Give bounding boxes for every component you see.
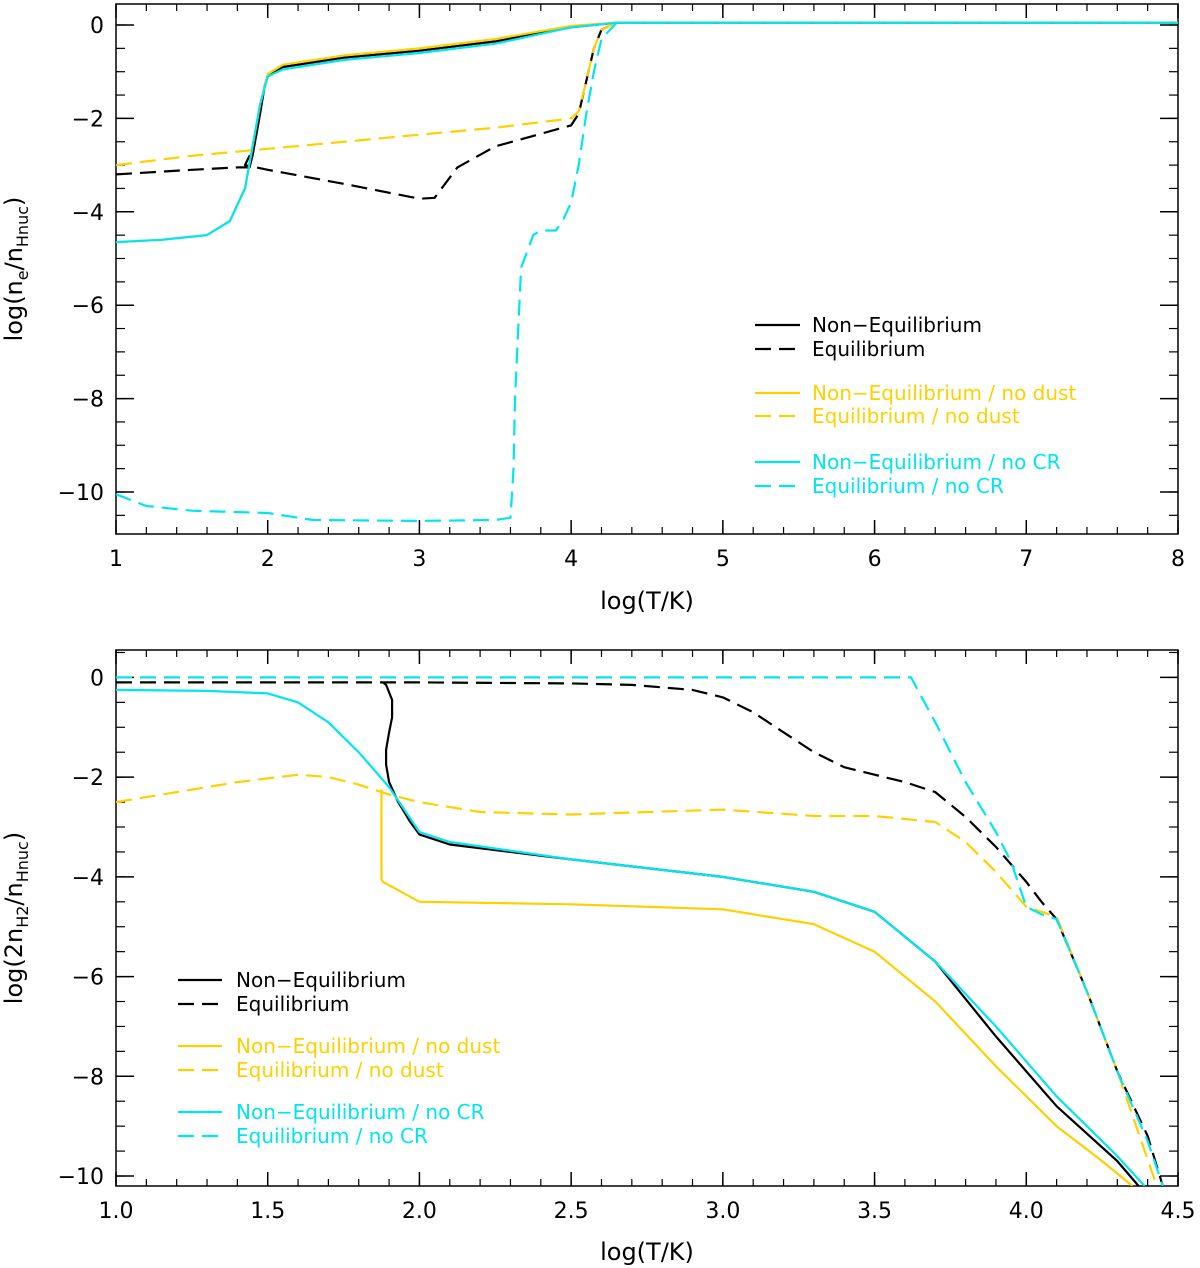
series-line-non-equilibrium-no-dust bbox=[380, 789, 1134, 1186]
x-tick-label: 4 bbox=[564, 547, 578, 572]
x-tick-label: 5 bbox=[716, 547, 730, 572]
x-tick-label: 1.0 bbox=[99, 1199, 134, 1224]
x-tick-label: 4.0 bbox=[1009, 1199, 1044, 1224]
x-tick-label: 1.5 bbox=[250, 1199, 285, 1224]
legend-label: Non−Equilibrium / no dust bbox=[236, 1034, 500, 1058]
x-tick-label: 6 bbox=[868, 547, 882, 572]
y-tick-label: 0 bbox=[90, 666, 104, 691]
legend-label: Non−Equilibrium / no CR bbox=[236, 1100, 485, 1124]
series-line-non-equilibrium bbox=[382, 681, 1140, 1186]
x-tick-label: 8 bbox=[1171, 547, 1185, 572]
legend-label: Equilibrium / no dust bbox=[812, 404, 1020, 428]
y-axis-title: log(ne/nHnuc) bbox=[0, 197, 32, 342]
legend-label: Equilibrium bbox=[812, 337, 925, 361]
legend-label: Equilibrium / no CR bbox=[812, 474, 1004, 498]
series-line-non-equilibrium-no-cr bbox=[116, 21, 1178, 244]
x-tick-label: 3.5 bbox=[857, 1199, 892, 1224]
legend-label: Non−Equilibrium / no dust bbox=[812, 381, 1076, 405]
legend-label: Equilibrium bbox=[236, 992, 349, 1016]
y-tick-label: −6 bbox=[72, 294, 104, 319]
x-tick-label: 2 bbox=[261, 547, 275, 572]
x-tick-label: 3 bbox=[412, 547, 426, 572]
legend-label: Non−Equilibrium bbox=[812, 313, 982, 337]
series-line-non-equilibrium bbox=[248, 21, 1178, 168]
y-tick-label: −10 bbox=[58, 481, 104, 506]
legend-label: Non−Equilibrium / no CR bbox=[812, 450, 1061, 474]
series-line-non-equilibrium-no-cr bbox=[116, 688, 1146, 1186]
y-tick-label: −8 bbox=[72, 1065, 104, 1090]
electron-fraction-panel: 1 2 3 4 5 6 7 8 0 −2 −4 −6 −8 −10 log(T/K) log(ne/nHnuc… bbox=[0, 3, 1185, 615]
y-tick-label: −10 bbox=[58, 1165, 104, 1190]
legend-label: Equilibrium / no CR bbox=[236, 1124, 428, 1148]
x-tick-label: 4.5 bbox=[1161, 1199, 1196, 1224]
x-axis-title: log(T/K) bbox=[600, 1238, 694, 1266]
y-tick-label: −8 bbox=[72, 388, 104, 413]
y-tick-label: 0 bbox=[90, 14, 104, 39]
series-line-equilibrium-no-dust bbox=[116, 773, 1158, 1186]
y-tick-label: −4 bbox=[72, 866, 104, 891]
series-line-non-equilibrium-no-dust bbox=[116, 21, 1178, 244]
x-axis-title: log(T/K) bbox=[600, 587, 694, 615]
x-tick-label: 2.5 bbox=[554, 1199, 589, 1224]
y-axis-title: log(2nH2/nHnuc) bbox=[0, 832, 32, 1004]
x-tick-label: 3.0 bbox=[705, 1199, 740, 1224]
y-tick-label: −6 bbox=[72, 966, 104, 991]
legend-label: Equilibrium / no dust bbox=[236, 1058, 444, 1082]
h2-fraction-panel: 1.0 1.5 2.0 2.5 3.0 3.5 4.0 4.5 0 −2 −4 −6 −8 −10 log(… bbox=[0, 649, 1196, 1266]
x-tick-label: 1 bbox=[109, 547, 123, 572]
legend-label: Non−Equilibrium bbox=[236, 968, 406, 992]
series-line-equilibrium-no-dust bbox=[116, 21, 1178, 167]
plot-frame bbox=[115, 3, 1179, 535]
series-line-equilibrium-no-cr bbox=[116, 21, 1178, 523]
y-tick-label: −2 bbox=[72, 107, 104, 132]
series-line-equilibrium-no-cr bbox=[116, 676, 1164, 1186]
series-line-equilibrium bbox=[116, 21, 1178, 200]
plot-frame bbox=[115, 649, 1179, 1187]
y-tick-label: −2 bbox=[72, 766, 104, 791]
x-tick-label: 2.0 bbox=[402, 1199, 437, 1224]
x-tick-label: 7 bbox=[1019, 547, 1033, 572]
y-tick-label: −4 bbox=[72, 201, 104, 226]
